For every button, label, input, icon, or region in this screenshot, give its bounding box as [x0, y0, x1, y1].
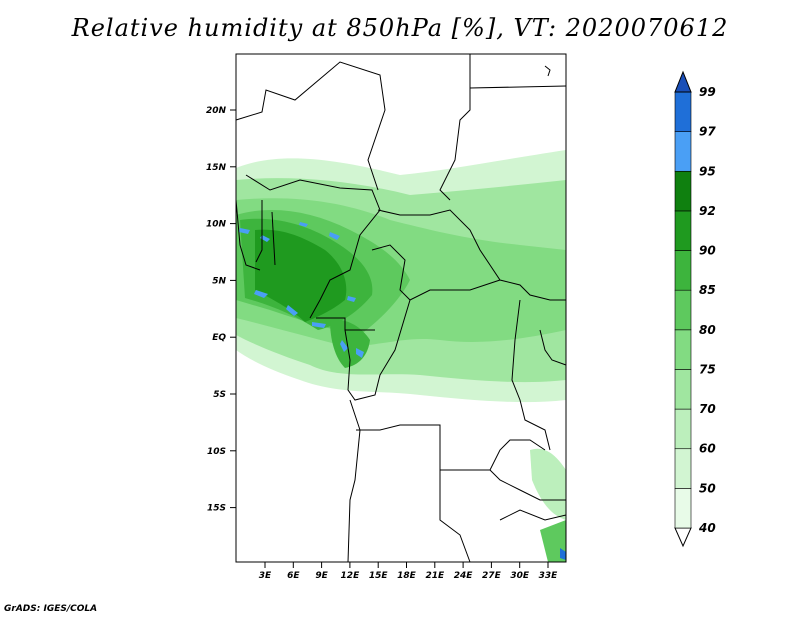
lon-tick-label: 27E [482, 571, 502, 581]
lat-tick-label: 5N [212, 276, 226, 286]
lon-tick-label: 9E [315, 571, 328, 581]
colorbar-segment [674, 250, 692, 291]
lat-tick-label: 5S [213, 390, 226, 400]
colorbar-segment [674, 408, 692, 450]
colorbar-label: 40 [698, 521, 716, 535]
humidity-field [236, 150, 566, 562]
colorbar-segment [674, 131, 692, 172]
colorbar-segment [674, 329, 692, 370]
lat-tick-label: 10S [207, 447, 226, 457]
colorbar-segment [674, 289, 692, 331]
colorbar-label: 92 [699, 204, 716, 218]
lon-tick-label: 33E [539, 571, 559, 581]
grads-credit: GrADS: IGES/COLA [4, 604, 98, 614]
colorbar-segment [674, 448, 692, 489]
colorbar-label: 95 [699, 164, 716, 178]
lon-tick-label: 21E [425, 571, 445, 581]
lat-tick-label: 20N [206, 106, 227, 116]
colorbar-label: 99 [699, 85, 716, 99]
colorbar-label: 75 [699, 362, 716, 376]
colorbar-label: 50 [699, 481, 716, 495]
colorbar-max-triangle [674, 70, 692, 93]
lon-tick-label: 24E [454, 571, 474, 581]
colorbar-label: 85 [699, 283, 716, 297]
colorbar-min-triangle [674, 527, 692, 548]
lat-tick-label: 10N [206, 220, 227, 230]
lat-tick-label: EQ [212, 333, 226, 343]
colorbar-label: 60 [699, 442, 716, 456]
colorbar: 40 50 60 70 75 80 85 90 92 95 97 99 [674, 70, 716, 548]
lon-tick-label: 6E [287, 571, 300, 581]
lon-tick-label: 30E [510, 571, 530, 581]
lon-tick-label: 3E [259, 571, 272, 581]
map-frame [235, 53, 567, 563]
colorbar-segment [674, 91, 692, 132]
lon-tick-label: 15E [369, 571, 389, 581]
colorbar-segment [674, 369, 692, 410]
lon-tick-label: 18E [397, 571, 417, 581]
colorbar-segment [674, 170, 692, 212]
lat-tick-label: 15N [206, 163, 227, 173]
colorbar-label: 80 [699, 323, 716, 337]
colorbar-segment [674, 488, 692, 529]
country-borders [235, 54, 567, 563]
colorbar-label: 90 [699, 244, 716, 258]
colorbar-segment [674, 210, 692, 251]
colorbar-label: 70 [699, 402, 716, 416]
latitude-axis: 20N 15N 10N 5N EQ 5S 10S 15S [206, 106, 236, 514]
map-title: Relative humidity at 850hPa [%], VT: 202… [71, 14, 729, 42]
colorbar-label: 97 [699, 125, 716, 139]
longitude-axis: 3E 6E 9E 12E 15E 18E 21E 24E 27E 30E 33E [259, 562, 558, 581]
lon-tick-label: 12E [341, 571, 361, 581]
lat-tick-label: 15S [207, 504, 226, 514]
